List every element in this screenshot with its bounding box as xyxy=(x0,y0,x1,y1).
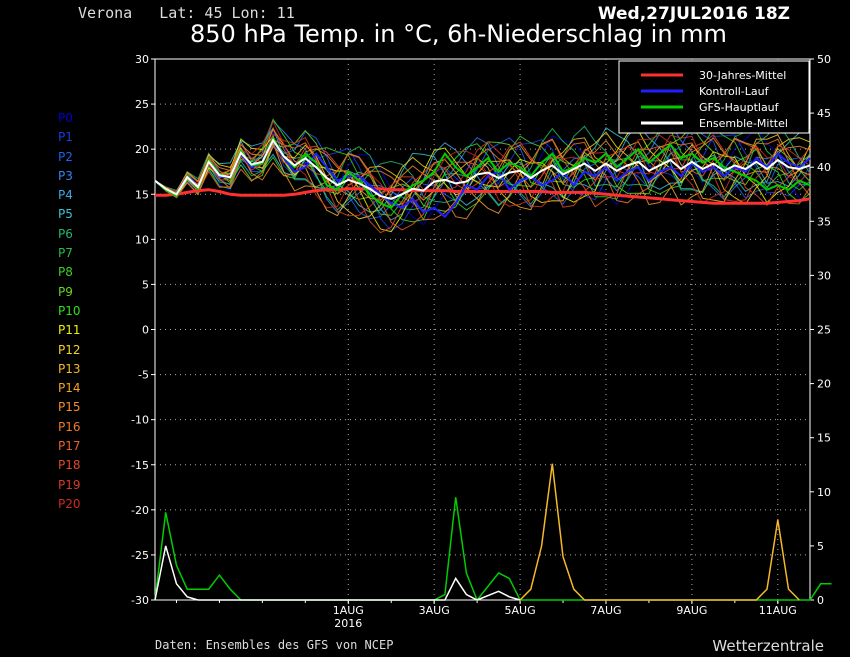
x-tick-label: 7AUG xyxy=(590,604,621,617)
y-right-tick-label: 50 xyxy=(817,53,831,66)
legend-label: Kontroll-Lauf xyxy=(699,85,770,98)
x-tick-label: 9AUG xyxy=(676,604,707,617)
y-right-tick-label: 35 xyxy=(817,215,831,228)
x-tick-label: 1AUG xyxy=(333,604,364,617)
member-label-p20: P20 xyxy=(58,496,81,511)
y-left-tick-label: 25 xyxy=(135,98,149,111)
y-right-tick-label: 30 xyxy=(817,269,831,282)
y-right-tick-label: 40 xyxy=(817,161,831,174)
legend-label: Ensemble-Mittel xyxy=(699,117,788,130)
series-line-ensemble-mittel xyxy=(154,138,811,200)
y-left-tick-label: -10 xyxy=(131,414,149,427)
y-right-tick-label: 45 xyxy=(817,107,831,120)
member-label-p10: P10 xyxy=(58,303,81,318)
y-right-tick-label: 15 xyxy=(817,432,831,445)
legend-box xyxy=(618,60,810,134)
member-label-p13: P13 xyxy=(58,361,81,376)
member-label-p17: P17 xyxy=(58,439,81,454)
chart-title: 850 hPa Temp. in °C, 6h-Niederschlag in … xyxy=(190,20,727,48)
legend-label: 30-Jahres-Mittel xyxy=(699,69,786,82)
member-label-p6: P6 xyxy=(58,226,73,241)
y-right-tick-label: 0 xyxy=(817,594,824,607)
x-tick-label: 5AUG xyxy=(505,604,536,617)
member-label-p19: P19 xyxy=(58,477,81,492)
data-credit: Daten: Ensembles des GFS von NCEP xyxy=(155,638,394,652)
y-left-tick-label: 15 xyxy=(135,188,149,201)
precip-line-2 xyxy=(154,545,521,601)
y-left-tick-label: -30 xyxy=(131,594,149,607)
y-left-tick-label: -15 xyxy=(131,459,149,472)
member-line-p14 xyxy=(154,137,811,214)
member-label-p14: P14 xyxy=(58,381,81,396)
member-label-p18: P18 xyxy=(58,458,81,473)
member-label-p7: P7 xyxy=(58,246,73,261)
member-label-p9: P9 xyxy=(58,284,73,299)
member-label-p15: P15 xyxy=(58,400,81,415)
legend-label: GFS-Hauptlauf xyxy=(699,101,780,114)
y-left-tick-label: -25 xyxy=(131,549,149,562)
member-label-p3: P3 xyxy=(58,168,73,183)
member-label-p0: P0 xyxy=(58,111,73,125)
location-label: Verona Lat: 45 Lon: 11 xyxy=(78,4,295,22)
member-label-p16: P16 xyxy=(58,419,81,434)
member-line-p17 xyxy=(154,126,811,231)
brand-name: Wetterzentrale xyxy=(712,637,824,655)
member-line-p20 xyxy=(154,120,811,209)
y-left-tick-label: 0 xyxy=(142,324,149,337)
member-label-p1: P1 xyxy=(58,130,73,145)
y-left-tick-label: 20 xyxy=(135,143,149,156)
x-tick-label: 3AUG xyxy=(419,604,450,617)
x-tick-sublabel: 2016 xyxy=(334,617,362,630)
member-line-p15 xyxy=(154,137,811,220)
member-label-p2: P2 xyxy=(58,149,73,164)
member-list: P0 P1 P2 P3 P4 P5 P6 P7 P8 P9 P10 P11 P12 P13 P14 P15 P1… xyxy=(58,109,81,514)
precip-line-1 xyxy=(519,463,800,601)
member-line-p9 xyxy=(154,125,811,212)
y-left-tick-label: 30 xyxy=(135,53,149,66)
member-label-p5: P5 xyxy=(58,207,73,222)
x-tick-label: 11AUG xyxy=(759,604,797,617)
member-line-p16 xyxy=(154,138,811,221)
y-left-tick-label: -5 xyxy=(138,369,149,382)
member-label-p4: P4 xyxy=(58,188,73,203)
precip-line-0 xyxy=(154,497,832,602)
run-date: Wed,27JUL2016 18Z xyxy=(597,4,790,24)
y-right-tick-label: 10 xyxy=(817,486,831,499)
member-label-p12: P12 xyxy=(58,342,81,357)
member-line-p10 xyxy=(154,118,811,223)
member-label-p8: P8 xyxy=(58,265,73,280)
y-left-tick-label: 5 xyxy=(142,278,149,291)
member-label-p11: P11 xyxy=(58,323,81,338)
y-right-tick-label: 25 xyxy=(817,324,831,337)
y-right-tick-label: 20 xyxy=(817,378,831,391)
y-right-tick-label: 5 xyxy=(817,540,824,553)
y-left-tick-label: 10 xyxy=(135,233,149,246)
y-left-tick-label: -20 xyxy=(131,504,149,517)
series-line-30-jahres-mittel xyxy=(155,187,811,205)
